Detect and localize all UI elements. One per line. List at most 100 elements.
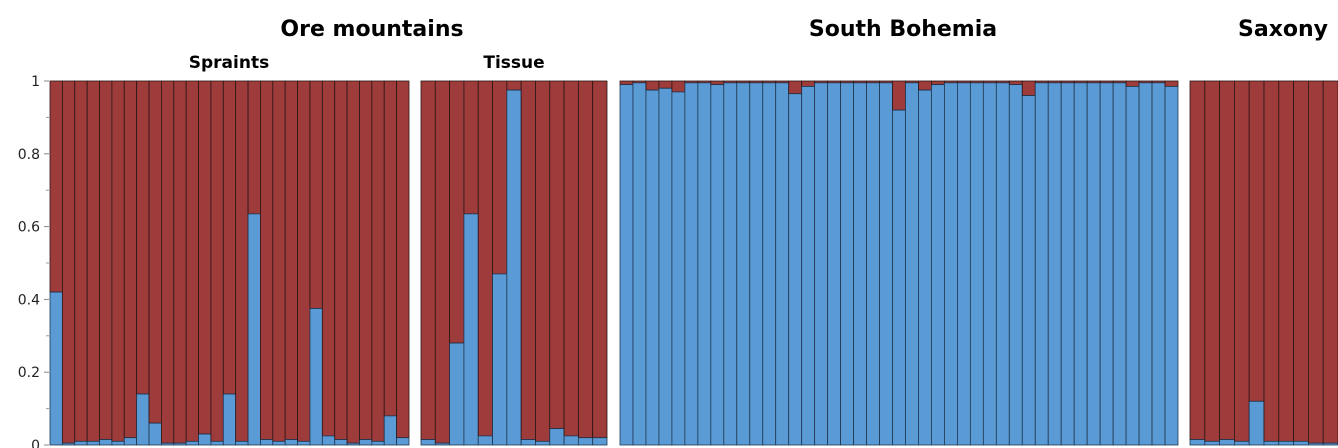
y-tick-label: 0.4 bbox=[18, 292, 40, 308]
bar-segment-red bbox=[1278, 80, 1295, 442]
bar-segment-red bbox=[892, 80, 906, 111]
bar-segment-red bbox=[111, 80, 125, 442]
bar-segment-red bbox=[99, 80, 113, 440]
bar-segment-blue bbox=[918, 89, 932, 446]
panel-1 bbox=[420, 80, 608, 446]
bar-segment-red bbox=[334, 80, 348, 440]
bar-segment-blue bbox=[1099, 82, 1114, 446]
bar-segment-red bbox=[1234, 80, 1250, 442]
bar-segment-blue bbox=[449, 342, 465, 446]
bar-segment-blue bbox=[905, 82, 919, 446]
bar-segment-blue bbox=[235, 440, 249, 446]
panel-2 bbox=[619, 80, 1179, 446]
bar-segment-blue bbox=[775, 82, 790, 446]
bar-segment-blue bbox=[1060, 82, 1075, 446]
panel-subtitle-tissue: Tissue bbox=[483, 53, 544, 73]
bar-segment-red bbox=[383, 80, 398, 417]
bar-segment-blue bbox=[396, 437, 410, 446]
bar-segment-blue bbox=[1151, 82, 1166, 446]
bar-segment-red bbox=[148, 80, 162, 424]
bar-segment-red bbox=[396, 80, 410, 439]
bar-segment-red bbox=[74, 80, 88, 442]
bar-segment-red bbox=[235, 80, 249, 442]
bar-segment-blue bbox=[671, 91, 686, 446]
bar-segment-blue bbox=[1073, 82, 1088, 446]
bar-segment-blue bbox=[549, 428, 565, 446]
bar-segment-red bbox=[535, 80, 551, 442]
bar-segment-blue bbox=[840, 82, 854, 446]
bar-segment-red bbox=[260, 80, 274, 440]
bar-segment-blue bbox=[956, 82, 971, 446]
bar-segment-blue bbox=[161, 442, 175, 446]
bar-segment-blue bbox=[210, 440, 224, 446]
bar-segment-blue bbox=[260, 439, 274, 446]
bar-segment-blue bbox=[1308, 442, 1324, 446]
bar-segment-red bbox=[658, 80, 673, 89]
bar-segment-blue bbox=[697, 82, 712, 446]
bar-segment-blue bbox=[284, 439, 298, 446]
bar-segment-red bbox=[371, 80, 385, 442]
bar-segment-blue bbox=[520, 439, 536, 446]
bar-segment-blue bbox=[420, 439, 436, 446]
bar-segment-blue bbox=[969, 82, 984, 446]
bar-segment-blue bbox=[879, 82, 893, 446]
bar-segment-blue bbox=[710, 84, 725, 446]
bar-segment-red bbox=[577, 80, 594, 439]
bar-segment-blue bbox=[74, 440, 88, 446]
bar-segment-red bbox=[671, 80, 686, 93]
bar-segment-red bbox=[592, 80, 608, 439]
bar-segment-red bbox=[549, 80, 565, 430]
bar-segment-red bbox=[309, 80, 323, 309]
bar-segment-red bbox=[492, 80, 508, 275]
bar-segment-blue bbox=[1293, 440, 1309, 446]
y-tick-label: 0.6 bbox=[18, 220, 40, 236]
bar-segment-red bbox=[222, 80, 237, 395]
bar-segment-blue bbox=[563, 435, 579, 446]
bar-segment-blue bbox=[1278, 440, 1295, 446]
bar-segment-blue bbox=[1047, 82, 1062, 446]
bar-segment-blue bbox=[645, 89, 660, 446]
bar-segment-red bbox=[918, 80, 932, 91]
bar-segment-red bbox=[520, 80, 536, 440]
bar-segment-red bbox=[1021, 80, 1036, 96]
bar-segment-blue bbox=[1164, 86, 1179, 446]
bar-segment-blue bbox=[371, 440, 385, 446]
bar-segment-blue bbox=[723, 82, 738, 446]
bar-segment-red bbox=[1293, 80, 1309, 442]
bar-segment-red bbox=[710, 80, 725, 86]
bar-segment-red bbox=[86, 80, 100, 442]
bar-segment-blue bbox=[99, 439, 113, 446]
bar-segment-blue bbox=[346, 442, 360, 446]
bar-segment-blue bbox=[297, 440, 311, 446]
bar-segment-red bbox=[1204, 80, 1221, 442]
bar-segment-red bbox=[272, 80, 286, 442]
bar-segment-red bbox=[185, 80, 199, 442]
y-tick-label: 0 bbox=[31, 438, 40, 448]
bar-segment-blue bbox=[136, 393, 150, 446]
bar-segment-blue bbox=[222, 393, 237, 446]
bar-segment-blue bbox=[853, 82, 867, 446]
bar-segment-red bbox=[1248, 80, 1265, 402]
bar-segment-red bbox=[563, 80, 579, 437]
bars bbox=[49, 80, 1338, 446]
bar-segment-red bbox=[449, 80, 465, 344]
bar-segment-blue bbox=[749, 82, 764, 446]
bar-segment-blue bbox=[309, 308, 323, 446]
bar-segment-red bbox=[359, 80, 373, 440]
bar-segment-blue bbox=[801, 86, 816, 446]
bar-segment-blue bbox=[492, 273, 508, 446]
bar-segment-blue bbox=[892, 109, 906, 446]
bar-segment-red bbox=[619, 80, 634, 86]
bar-segment-red bbox=[61, 80, 76, 444]
population-title-ore-mountains: Ore mountains bbox=[280, 17, 463, 42]
bar-segment-red bbox=[420, 80, 436, 440]
bar-segment-blue bbox=[506, 89, 522, 446]
bar-segment-blue bbox=[272, 440, 286, 446]
bar-segment-blue bbox=[592, 437, 608, 446]
bar-segment-red bbox=[931, 80, 945, 86]
y-tick-label: 1 bbox=[31, 74, 40, 90]
bar-segment-red bbox=[198, 80, 212, 435]
bar-segment-red bbox=[210, 80, 224, 442]
bar-segment-blue bbox=[1248, 400, 1265, 446]
